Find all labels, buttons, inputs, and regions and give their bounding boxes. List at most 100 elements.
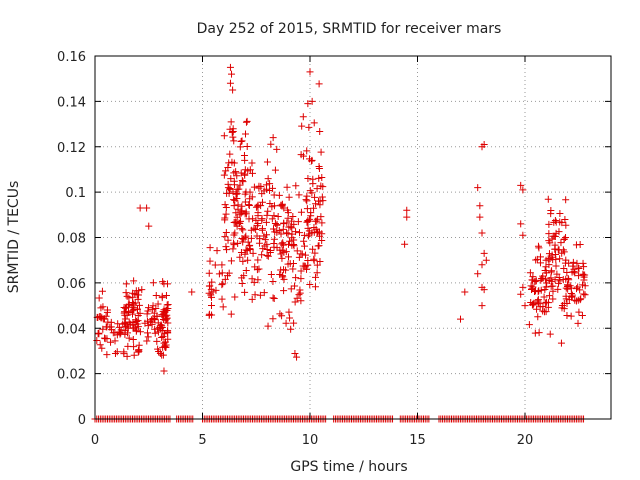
data-point xyxy=(277,266,285,274)
data-point xyxy=(297,267,305,275)
data-point xyxy=(155,348,163,356)
data-point xyxy=(580,290,588,298)
data-point xyxy=(544,195,552,203)
data-point xyxy=(478,261,486,269)
data-point xyxy=(160,339,168,347)
data-point xyxy=(239,178,247,186)
data-point xyxy=(103,335,111,343)
data-point xyxy=(238,274,246,282)
data-point xyxy=(528,301,536,309)
data-point xyxy=(161,343,169,351)
data-point xyxy=(567,284,575,292)
data-point xyxy=(316,257,324,265)
data-point xyxy=(302,196,310,204)
data-point xyxy=(563,281,571,289)
data-point xyxy=(546,255,554,263)
data-point xyxy=(123,321,131,329)
data-point xyxy=(519,186,527,194)
data-point xyxy=(271,219,279,227)
data-point xyxy=(224,180,232,188)
data-point xyxy=(213,247,221,255)
data-point xyxy=(551,276,559,284)
data-point xyxy=(242,118,250,126)
data-point xyxy=(531,329,539,337)
data-point xyxy=(227,118,235,126)
data-point xyxy=(126,320,134,328)
data-point xyxy=(103,306,111,314)
data-point xyxy=(236,253,244,261)
data-point xyxy=(248,169,256,177)
data-point xyxy=(304,174,312,182)
data-point xyxy=(233,172,241,180)
data-point xyxy=(163,280,171,288)
data-point xyxy=(222,243,230,251)
data-point xyxy=(547,282,555,290)
data-point xyxy=(517,290,525,298)
data-point xyxy=(302,251,310,259)
data-point xyxy=(556,255,564,263)
data-point xyxy=(124,329,132,337)
data-point xyxy=(562,196,570,204)
chart-title: Day 252 of 2015, SRMTID for receiver mar… xyxy=(197,21,502,37)
data-point xyxy=(313,217,321,225)
data-point xyxy=(567,312,575,320)
data-point xyxy=(308,97,316,105)
data-point xyxy=(231,293,239,301)
data-point xyxy=(111,337,119,345)
data-point xyxy=(158,311,166,319)
data-point xyxy=(279,241,287,249)
data-point xyxy=(107,323,115,331)
data-point xyxy=(287,325,295,333)
data-point xyxy=(293,294,301,302)
data-point xyxy=(519,231,527,239)
data-point xyxy=(539,303,547,311)
data-point xyxy=(529,283,537,291)
data-point xyxy=(478,302,486,310)
data-point xyxy=(226,63,234,71)
data-point xyxy=(145,304,153,312)
data-point xyxy=(311,249,319,257)
data-point xyxy=(314,242,322,250)
data-point xyxy=(250,278,258,286)
data-point xyxy=(294,218,302,226)
data-point xyxy=(225,159,233,167)
data-point xyxy=(143,204,151,212)
data-point xyxy=(219,303,227,311)
data-point xyxy=(224,236,232,244)
data-point xyxy=(253,266,261,274)
data-point xyxy=(579,259,587,267)
data-point xyxy=(309,180,317,188)
data-points xyxy=(91,63,589,423)
data-point xyxy=(312,273,320,281)
data-point xyxy=(299,113,307,121)
data-point xyxy=(548,267,556,275)
data-point xyxy=(269,134,277,142)
data-point xyxy=(284,230,292,238)
data-point xyxy=(303,205,311,213)
data-point xyxy=(541,266,549,274)
data-point xyxy=(236,211,244,219)
data-point xyxy=(570,265,578,273)
y-tick-label: 0.14 xyxy=(57,95,86,110)
data-point xyxy=(227,310,235,318)
data-point xyxy=(270,294,278,302)
data-point xyxy=(295,291,303,299)
data-point xyxy=(164,319,172,327)
data-point xyxy=(163,301,171,309)
data-point xyxy=(575,265,583,273)
data-point xyxy=(553,270,561,278)
data-point xyxy=(310,228,318,236)
data-point xyxy=(266,248,274,256)
data-point xyxy=(143,317,151,325)
data-point xyxy=(220,132,228,140)
data-point xyxy=(116,328,124,336)
data-point xyxy=(560,248,568,256)
data-point xyxy=(554,246,562,254)
data-point xyxy=(319,183,327,191)
data-point xyxy=(549,287,557,295)
data-point xyxy=(255,265,263,273)
data-point xyxy=(283,183,291,191)
data-point xyxy=(311,193,319,201)
data-point xyxy=(581,291,589,299)
data-point xyxy=(563,269,571,277)
